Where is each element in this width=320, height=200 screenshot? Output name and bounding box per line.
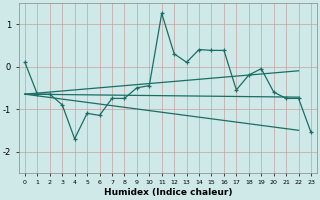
- X-axis label: Humidex (Indice chaleur): Humidex (Indice chaleur): [104, 188, 232, 197]
